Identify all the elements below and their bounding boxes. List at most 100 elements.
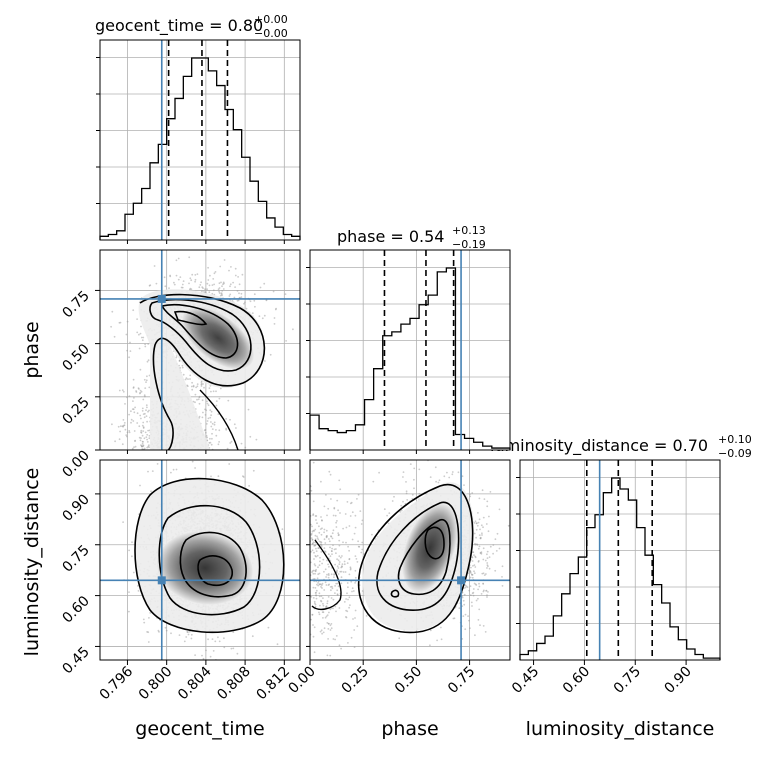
scatter-point: [240, 292, 243, 295]
scatter-point: [200, 281, 203, 284]
scatter-point: [211, 428, 214, 430]
scatter-point: [181, 283, 184, 286]
scatter-point: [212, 390, 215, 393]
scatter-point: [209, 655, 212, 658]
scatter-point: [322, 631, 325, 634]
scatter-point: [494, 538, 497, 541]
scatter-point: [97, 362, 99, 364]
scatter-point: [190, 385, 193, 388]
scatter-point: [210, 410, 213, 413]
scatter-point: [181, 364, 184, 367]
scatter-point: [177, 257, 180, 260]
scatter-point: [234, 267, 237, 270]
scatter-point: [173, 281, 175, 284]
scatter-point: [211, 432, 213, 435]
scatter-point: [140, 336, 143, 339]
title-phase-minus: −0.19: [452, 238, 486, 251]
scatter-point: [213, 283, 216, 286]
scatter-point: [131, 541, 133, 544]
scatter-point: [210, 475, 212, 478]
scatter-point: [146, 360, 149, 363]
scatter-point: [165, 629, 168, 632]
scatter-point: [151, 470, 154, 472]
scatter-point: [315, 550, 318, 552]
scatter-point: [199, 284, 202, 286]
scatter-point: [125, 434, 128, 436]
scatter-point: [191, 460, 194, 463]
scatter-point: [143, 416, 146, 419]
scatter-point: [251, 312, 254, 314]
scatter-point: [141, 410, 144, 412]
scatter-point: [217, 475, 220, 478]
scatter-point: [126, 349, 128, 352]
scatter-point: [178, 634, 181, 636]
scatter-point: [138, 388, 140, 390]
scatter-point: [323, 538, 326, 541]
scatter-point: [128, 549, 131, 552]
scatter-point: [119, 321, 122, 324]
scatter-point: [201, 399, 204, 402]
scatter-point: [185, 636, 188, 638]
scatter-point: [210, 421, 212, 423]
scatter-point: [196, 385, 199, 388]
scatter-point: [175, 468, 178, 471]
scatter-point: [237, 276, 240, 278]
scatter-point: [202, 411, 204, 414]
scatter-point: [318, 592, 321, 595]
scatter-point: [219, 387, 222, 390]
scatter-point: [215, 429, 217, 431]
scatter-point: [145, 379, 148, 382]
scatter-point: [137, 590, 140, 592]
scatter-point: [130, 418, 133, 421]
scatter-point: [142, 445, 145, 448]
scatter-point: [139, 392, 141, 395]
scatter-point: [210, 443, 213, 446]
scatter-point: [200, 385, 203, 387]
scatter-point: [132, 309, 135, 312]
scatter-point: [187, 633, 190, 636]
scatter-point: [141, 407, 144, 410]
scatter-point: [128, 395, 131, 398]
scatter-point: [218, 640, 221, 643]
scatter-point: [142, 618, 145, 621]
scatter-point: [208, 387, 211, 389]
scatter-point: [213, 272, 216, 275]
scatter-point: [131, 447, 134, 450]
panel-bg-0-0: [100, 40, 300, 240]
scatter-point: [209, 409, 212, 411]
scatter-point: [132, 387, 135, 389]
scatter-point: [204, 414, 207, 416]
scatter-point: [142, 430, 145, 432]
scatter-point: [232, 647, 235, 650]
scatter-point: [230, 647, 233, 650]
scatter-point: [175, 274, 178, 277]
scatter-point: [123, 422, 126, 424]
scatter-point: [156, 463, 159, 465]
scatter-point: [229, 442, 232, 444]
scatter-point: [117, 425, 120, 428]
scatter-point: [240, 442, 243, 445]
scatter-point: [196, 273, 199, 275]
scatter-point: [229, 283, 232, 286]
scatter-point: [173, 283, 176, 286]
scatter-point: [190, 279, 193, 282]
scatter-point: [182, 373, 185, 376]
scatter-point: [191, 273, 194, 276]
scatter-point: [226, 447, 229, 450]
scatter-point: [188, 630, 191, 633]
title-luminosity_distance-main: luminosity_distance = 0.70: [490, 436, 708, 456]
scatter-point: [138, 436, 141, 439]
scatter-point: [234, 663, 236, 665]
scatter-point: [136, 422, 139, 424]
scatter-point: [110, 325, 112, 328]
scatter-point: [142, 336, 145, 339]
scatter-point: [172, 468, 175, 471]
scatter-point: [168, 287, 170, 289]
scatter-point: [131, 555, 133, 558]
scatter-point: [122, 419, 125, 421]
scatter-point: [139, 439, 142, 442]
title-phase-main: phase = 0.54: [337, 227, 444, 246]
xlabel-luminosity_distance: luminosity_distance: [526, 718, 715, 740]
scatter-point: [254, 305, 256, 308]
scatter-point: [218, 290, 221, 293]
